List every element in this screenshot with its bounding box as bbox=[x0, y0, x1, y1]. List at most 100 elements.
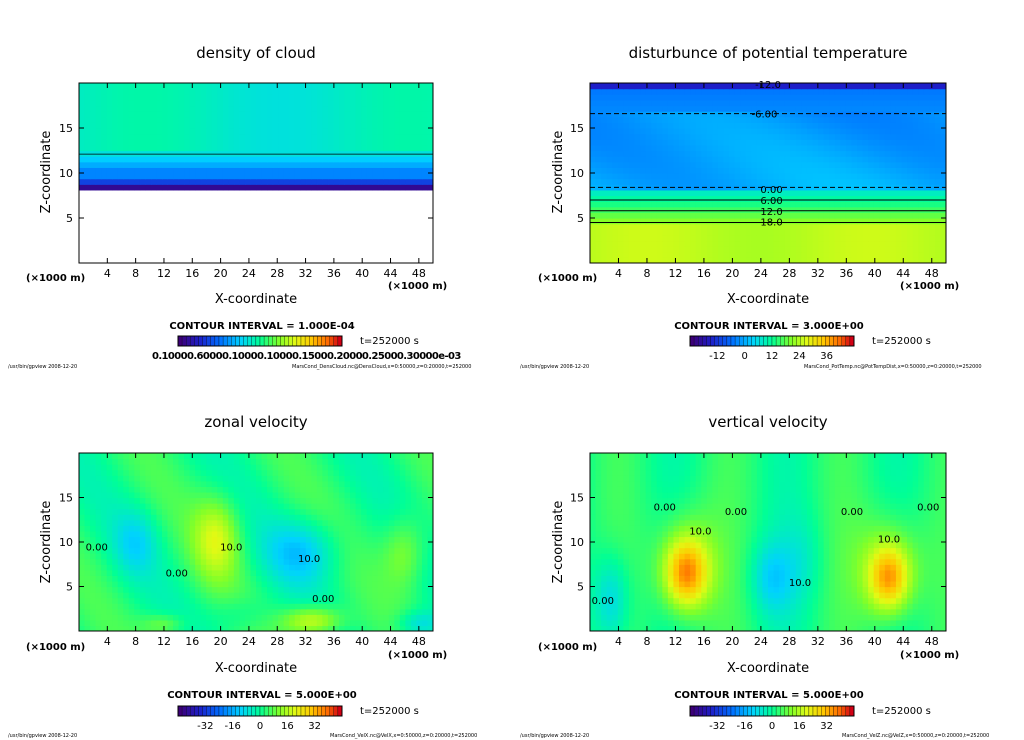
colorbar-frame bbox=[689, 705, 855, 717]
x-tick-label: 44 bbox=[896, 267, 910, 280]
x-tick-label: 48 bbox=[412, 267, 426, 280]
colorbar-cell bbox=[181, 705, 187, 717]
plot-area: 4 8 12 16 20 24 28 32 36 40 44 4851015-12.0-6.000.0… bbox=[570, 80, 947, 280]
y-tick-label: 10 bbox=[59, 167, 73, 180]
colorbar-cell bbox=[300, 705, 306, 717]
colorbar-cell bbox=[767, 335, 773, 347]
footer-right: MarsCond_DensCloud.nc@DensCloud,x=0:5000… bbox=[292, 364, 471, 370]
contour-label: 0.00 bbox=[166, 568, 188, 579]
contour-label: 10.0 bbox=[220, 542, 242, 553]
colorbar-cell bbox=[333, 705, 339, 717]
colorbar-tick-label: -16 bbox=[224, 721, 240, 732]
time-label: t=252000 s bbox=[360, 706, 419, 717]
footer-left: /usr/bin/gpview 2008-12-20 bbox=[8, 733, 77, 739]
colorbar-cell bbox=[218, 705, 224, 717]
colorbar-cell bbox=[235, 705, 240, 717]
colorbar-cell bbox=[739, 705, 744, 717]
colorbar: -32 -16 0 16 32 bbox=[177, 705, 343, 732]
colorbar-tick-label: 0 bbox=[257, 721, 263, 732]
colorbar-cell bbox=[251, 335, 257, 347]
colorbar-tick-label: 12 bbox=[766, 351, 779, 362]
x-tick-label: 16 bbox=[697, 635, 711, 648]
colorbar: -12 0 12 24 36 bbox=[689, 335, 855, 362]
x-tick-label: 4 bbox=[104, 635, 111, 648]
colorbar-cell bbox=[235, 335, 240, 347]
x-tick-label: 36 bbox=[327, 267, 341, 280]
contour-label: 12.0 bbox=[760, 207, 782, 218]
colorbar-cell bbox=[792, 335, 797, 347]
colorbar-cell bbox=[780, 335, 785, 347]
colorbar-cell bbox=[747, 335, 752, 347]
x-axis-label: X-coordinate bbox=[727, 292, 809, 307]
contour-label: 0.00 bbox=[312, 594, 334, 605]
colorbar-cell bbox=[804, 705, 810, 717]
contour-label: 0.00 bbox=[841, 507, 863, 518]
time-label: t=252000 s bbox=[360, 336, 419, 347]
colorbar-cell bbox=[698, 705, 703, 717]
colorbar-cell bbox=[763, 335, 769, 347]
colorbar: -32 -16 0 16 32 bbox=[689, 705, 855, 732]
colorbar-tick-label: 16 bbox=[793, 721, 806, 732]
footer-left: /usr/bin/gpview 2008-12-20 bbox=[8, 364, 77, 370]
y-tick-label: 15 bbox=[570, 492, 584, 505]
x-tick-label: 36 bbox=[839, 635, 853, 648]
colorbar-cell bbox=[693, 705, 699, 717]
colorbar-cell bbox=[186, 705, 191, 717]
x-tick-label: 8 bbox=[132, 635, 139, 648]
colorbar-cell bbox=[272, 705, 277, 717]
x-tick-label: 28 bbox=[782, 635, 796, 648]
colorbar-tick-overlap: 0.10000.60000.10000.10000.15000.20000.25… bbox=[152, 351, 461, 362]
colorbar-cell bbox=[730, 335, 736, 347]
contour-interval: CONTOUR INTERVAL = 1.000E-04 bbox=[169, 321, 354, 332]
x-axis-label: X-coordinate bbox=[215, 292, 297, 307]
colorbar-cell bbox=[317, 335, 322, 347]
y-tick-label: 15 bbox=[570, 122, 584, 135]
colorbar-cell bbox=[239, 705, 244, 717]
colorbar-frame bbox=[689, 335, 855, 347]
colorbar-tick-label: -32 bbox=[197, 721, 213, 732]
colorbar-cell bbox=[284, 335, 289, 347]
colorbar-cell bbox=[300, 335, 306, 347]
colorbar-cell bbox=[710, 335, 715, 347]
colorbar-cell bbox=[214, 705, 220, 717]
x-tick-label: 40 bbox=[868, 267, 882, 280]
x-tick-label: 8 bbox=[643, 267, 650, 280]
colorbar-cell bbox=[788, 705, 793, 717]
colorbar-cell bbox=[784, 335, 789, 347]
colorbar-cell bbox=[329, 705, 334, 717]
colorbar-cell bbox=[206, 705, 211, 717]
colorbar-cell bbox=[759, 705, 764, 717]
y-tick-label: 10 bbox=[570, 536, 584, 549]
colorbar-cell bbox=[210, 335, 216, 347]
colorbar-tick-label: 32 bbox=[308, 721, 321, 732]
colorbar-cell bbox=[734, 705, 740, 717]
y-tick-label: 5 bbox=[577, 212, 584, 225]
colorbar-cell bbox=[759, 335, 764, 347]
colorbar-cell bbox=[689, 335, 695, 347]
panel-title: zonal velocity bbox=[204, 413, 307, 431]
colorbar-cell bbox=[309, 335, 314, 347]
x-tick-label: 4 bbox=[615, 267, 622, 280]
colorbar-cell bbox=[739, 335, 744, 347]
colorbar-cell bbox=[755, 705, 760, 717]
footer-right: MarsCond_PotTemp.nc@PotTempDist,x=0:5000… bbox=[804, 364, 982, 370]
x-unit-label-left: (×1000 m) bbox=[26, 273, 85, 284]
colorbar-cell bbox=[734, 335, 740, 347]
x-tick-label: 44 bbox=[384, 267, 398, 280]
colorbar-cell bbox=[255, 705, 261, 717]
colorbar-cell bbox=[194, 705, 199, 717]
colorbar-cell bbox=[280, 705, 285, 717]
colorbar-cell bbox=[272, 335, 277, 347]
colorbar-cell bbox=[259, 335, 265, 347]
colorbar-cell bbox=[718, 705, 723, 717]
x-tick-label: 20 bbox=[214, 267, 228, 280]
colorbar-cell bbox=[849, 335, 855, 347]
panel-title: disturbunce of potential temperature bbox=[629, 44, 908, 62]
colorbar-cell bbox=[206, 335, 211, 347]
colorbar-cell bbox=[317, 705, 322, 717]
x-tick-label: 44 bbox=[384, 635, 398, 648]
contour-label: 10.0 bbox=[789, 578, 811, 589]
colorbar-cell bbox=[796, 335, 801, 347]
x-tick-label: 32 bbox=[811, 267, 825, 280]
panel-density-of-cloud: density of cloud 4 8 12 16 20 24 28 32 36 40 44 485… bbox=[8, 44, 471, 370]
